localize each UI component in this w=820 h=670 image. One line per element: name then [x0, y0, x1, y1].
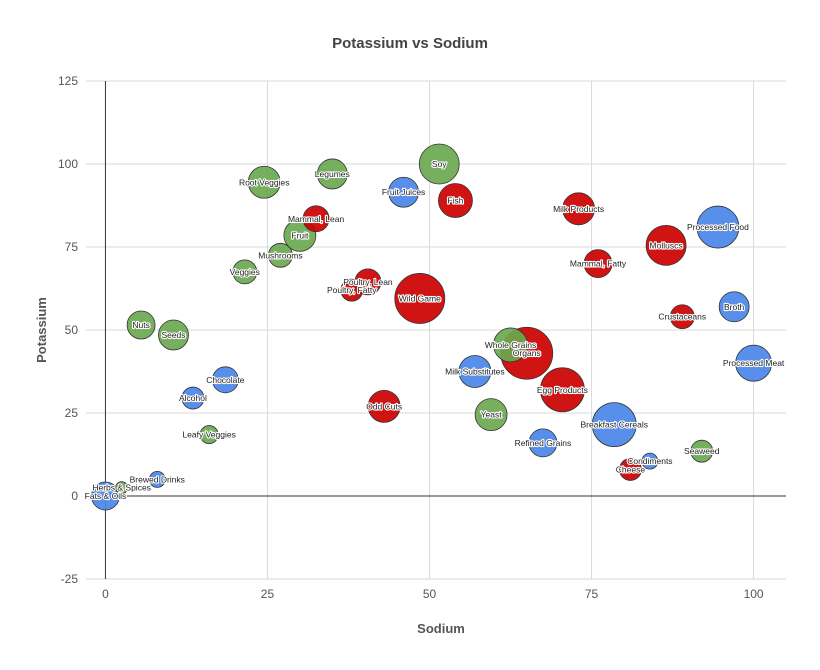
bubble-label: Crustaceans [658, 312, 706, 322]
bubble-point [268, 242, 293, 268]
tick-labels: -25 0 25 50 75 100 125 0 25 50 75 100 [58, 74, 764, 601]
bubble-label: Fruit [291, 230, 309, 240]
bubble-label: Organs [513, 348, 541, 358]
bubble-point [591, 402, 637, 448]
bubble-point [562, 192, 595, 226]
bubble-point [232, 259, 258, 285]
bubble-label: Fruit Juices [382, 187, 425, 197]
bubble-point [528, 428, 558, 458]
bubble-label: Root Veggies [239, 177, 290, 187]
y-axis-title: Potassium [34, 297, 49, 363]
bubble-label: Broth [724, 302, 745, 312]
bubble-label: Wild Game [399, 293, 441, 303]
bubble-point [247, 165, 281, 199]
bubble-label: Condiments [627, 456, 672, 466]
bubble-label: Processed Meat [723, 358, 785, 368]
y-tick-label: 25 [65, 406, 79, 420]
bubbles [91, 143, 772, 511]
bubble-point [718, 291, 750, 323]
x-tick-label: 0 [102, 587, 109, 601]
y-tick-label: 0 [71, 489, 78, 503]
bubble-point [126, 310, 156, 340]
bubble-point [438, 183, 473, 218]
x-axis-title: Sodium [417, 621, 465, 636]
bubble-point [641, 452, 659, 470]
bubble-label: Chocolate [206, 375, 245, 385]
bubble-point [302, 205, 330, 233]
x-tick-label: 25 [261, 587, 275, 601]
bubble-label: Poultry, Lean [343, 277, 393, 287]
bubble-label: Fats & Oils [85, 491, 127, 501]
bubble-label: Milk Products [553, 204, 604, 214]
bubble-label: Seaweed [684, 446, 720, 456]
bubble-label: Nuts [132, 320, 149, 330]
x-tick-label: 100 [744, 587, 764, 601]
bubble-point [474, 398, 508, 432]
bubble-point [645, 224, 687, 266]
y-tick-label: 125 [58, 74, 78, 88]
y-tick-label: -25 [61, 572, 79, 586]
x-tick-label: 75 [585, 587, 599, 601]
bubble-point [394, 273, 446, 324]
bubble-point [696, 205, 740, 249]
bubble-label: Mushrooms [258, 250, 302, 260]
bubble-label: Mammal, Lean [288, 214, 344, 224]
x-tick-label: 50 [423, 587, 437, 601]
y-tick-label: 75 [65, 240, 79, 254]
bubble-label: Veggies [230, 267, 260, 277]
bubble-label: Brewed Drinks [130, 474, 185, 484]
bubble-point [493, 327, 528, 363]
bubble-label: Soy [432, 159, 447, 169]
bubble-label: Fish [447, 196, 463, 206]
bubble-label: Processed Food [687, 222, 749, 232]
bubble-point [619, 458, 642, 481]
bubble-label: Molluscs [650, 240, 683, 250]
y-tick-label: 100 [58, 157, 78, 171]
bubble-point [583, 249, 613, 279]
bubble-label: Cheese [616, 464, 646, 474]
bubble-point [181, 386, 205, 410]
bubble-point [418, 143, 460, 185]
bubble-label: Refined Grains [515, 438, 572, 448]
y-tick-label: 50 [65, 323, 79, 337]
bubble-label: Seeds [161, 330, 185, 340]
bubble-label: Leafy Veggies [182, 430, 235, 440]
bubble-point [367, 389, 401, 423]
bubble-label: Herbs & Spices [92, 483, 151, 493]
bubble-label: Odd Cuts [366, 401, 402, 411]
bubble-point [316, 158, 348, 190]
bubble-label: Whole Grains [485, 340, 537, 350]
bubble-point [735, 344, 772, 382]
bubble-point [148, 470, 166, 488]
bubble-point [690, 439, 714, 463]
bubble-point [115, 481, 129, 495]
chart-title: Potassium vs Sodium [332, 35, 488, 52]
bubble-point [388, 176, 419, 208]
bubble-label: Breakfast Cereals [580, 420, 648, 430]
bubble-label: Milk Substitutes [445, 367, 505, 377]
bubble-point [199, 425, 219, 444]
bubble-label: Yeast [481, 410, 503, 420]
bubble-labels: Root Veggies Legumes Soy Fruit Juices Fish Mi… [84, 158, 786, 502]
bubble-point [669, 304, 695, 330]
bubble-label: Poultry, Fatty [327, 285, 377, 295]
bubble-point [458, 355, 492, 388]
bubble-point [211, 366, 239, 394]
bubble-label: Mammal, Fatty [570, 259, 627, 269]
bubble-label: Legumes [315, 169, 350, 179]
bubble-point [340, 278, 364, 302]
bubble-point [539, 367, 585, 413]
bubble-label: Egg Products [537, 385, 588, 395]
bubble-point [91, 481, 120, 511]
bubble-label: Alcohol [179, 393, 207, 403]
bubble-point [158, 319, 189, 351]
